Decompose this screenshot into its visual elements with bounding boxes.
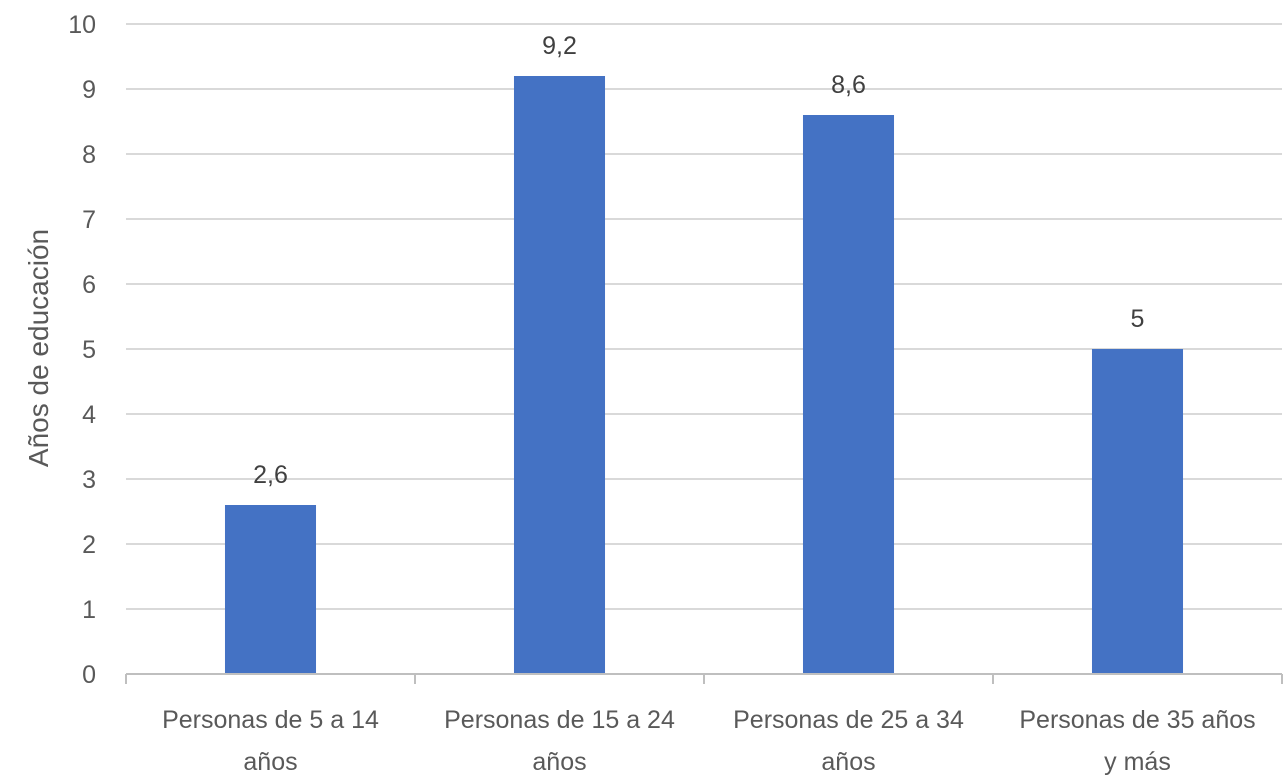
y-tick-label-4: 4: [82, 401, 96, 429]
y-axis-ticks: 0 1 2 3 4 5 6 7 8 9 10: [68, 11, 96, 689]
y-tick-label-10: 10: [68, 11, 96, 39]
data-label-3: 8,6: [831, 71, 866, 99]
y-tick-label-5: 5: [82, 336, 96, 364]
bar-4: [1091, 349, 1184, 674]
y-tick-label-0: 0: [82, 661, 96, 689]
y-tick-label-2: 2: [82, 531, 96, 559]
x-axis: [125, 673, 1283, 684]
category-label-line: años: [532, 748, 586, 776]
category-label-line: Personas de 35 años: [1019, 706, 1255, 734]
y-tick-label-9: 9: [82, 76, 96, 104]
bar-1: [224, 505, 317, 674]
category-label-line: Personas de 15 a 24: [444, 706, 675, 734]
bar-2: [513, 76, 606, 674]
data-label-4: 5: [1131, 305, 1145, 333]
category-label-1: Personas de 5 a 14 años: [162, 706, 379, 776]
y-tick-label-7: 7: [82, 206, 96, 234]
category-label-line: años: [243, 748, 297, 776]
y-tick-label-8: 8: [82, 141, 96, 169]
category-label-2: Personas de 15 a 24 años: [444, 706, 675, 776]
y-tick-label-1: 1: [82, 596, 96, 624]
data-label-2: 9,2: [542, 32, 577, 60]
category-label-3: Personas de 25 a 34 años: [733, 706, 964, 776]
data-labels: 2,6 9,2 8,6 5: [253, 32, 1144, 489]
category-label-line: Personas de 25 a 34: [733, 706, 964, 734]
category-label-line: años: [821, 748, 875, 776]
y-axis-title: Años de educación: [23, 229, 54, 467]
category-label-line: Personas de 5 a 14: [162, 706, 379, 734]
data-label-1: 2,6: [253, 461, 288, 489]
y-tick-label-3: 3: [82, 466, 96, 494]
bars: [224, 76, 1184, 674]
gridlines: [126, 23, 1282, 610]
category-label-4: Personas de 35 años y más: [1019, 706, 1255, 776]
y-tick-label-6: 6: [82, 271, 96, 299]
bar-3: [802, 115, 895, 674]
category-label-line: y más: [1104, 748, 1171, 776]
